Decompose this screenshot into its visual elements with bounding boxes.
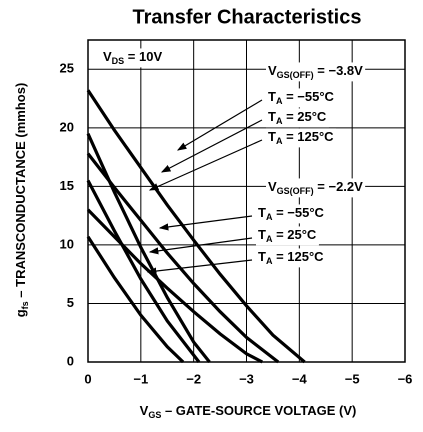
annotation: VGS(OFF) = −2.2V [268, 179, 363, 196]
y-tick-label: 5 [67, 295, 74, 310]
label-sub: A [266, 234, 273, 244]
label-main: T [268, 89, 276, 104]
label-main: T [258, 249, 266, 264]
label-background [256, 204, 327, 224]
label-sub: A [266, 256, 273, 266]
label-sub: A [266, 212, 273, 222]
x-tick-label: −5 [345, 371, 360, 386]
label-main: V [103, 49, 112, 64]
annotation: TA = −55°C [268, 89, 335, 106]
label-rest: = −55°C [272, 205, 324, 220]
series-line [86, 179, 201, 363]
series-line [86, 235, 185, 364]
label-main: T [258, 227, 266, 242]
label-background [266, 62, 366, 82]
annotation: VDS = 10V [103, 49, 162, 66]
x-tick-label: −1 [133, 371, 148, 386]
label-main: T [258, 205, 266, 220]
label-rest: = −55°C [282, 89, 334, 104]
series-line [86, 152, 280, 364]
x-tick-label: −6 [398, 371, 413, 386]
label-sub: GS(OFF) [277, 186, 314, 196]
label-sub: GS [148, 410, 161, 420]
annotation: TA = 25°C [268, 109, 327, 126]
label-sub: A [276, 96, 283, 106]
label-main: T [268, 109, 276, 124]
label-rest: = 10V [124, 49, 162, 64]
annotation: TA = −55°C [258, 205, 325, 222]
label-sub: A [276, 136, 283, 146]
annotation: TA = 125°C [268, 129, 334, 146]
series-line [86, 89, 306, 364]
chart-title: Transfer Characteristics [132, 6, 361, 28]
label-sub: fs [20, 301, 30, 309]
label-rest: – TRANSCONDUCTANCE (mmhos) [13, 83, 28, 302]
x-tick-label: 0 [84, 371, 91, 386]
label-background [266, 178, 366, 198]
y-tick-label: 10 [60, 236, 74, 251]
label-rest: = −2.2V [314, 179, 363, 194]
y-tick-label: 15 [60, 178, 74, 193]
label-rest: = 25°C [272, 227, 316, 242]
annotation: TA = 125°C [258, 249, 324, 266]
y-tick-label: 20 [60, 119, 74, 134]
series-line [86, 133, 211, 363]
y-axis-label: gfs – TRANSCONDUCTANCE (mmhos) [13, 83, 30, 318]
label-background [256, 248, 327, 268]
label-sub: A [276, 116, 283, 126]
label-background [266, 108, 329, 128]
label-rest: = 125°C [282, 129, 334, 144]
label-background [266, 128, 337, 148]
label-sub: GS(OFF) [277, 70, 314, 80]
label-main: V [140, 403, 149, 418]
label-background [266, 88, 337, 108]
label-sub: DS [112, 56, 125, 66]
label-main: g [13, 309, 28, 317]
label-main: V [268, 179, 277, 194]
label-rest: – GATE-SOURCE VOLTAGE (V) [161, 403, 356, 418]
x-axis-label: VGS – GATE-SOURCE VOLTAGE (V) [140, 403, 357, 420]
label-rest: = 25°C [282, 109, 326, 124]
label-rest: = 125°C [272, 249, 324, 264]
label-main: T [268, 129, 276, 144]
y-tick-label: 0 [67, 353, 74, 368]
label-background [101, 48, 165, 68]
x-tick-label: −2 [186, 371, 201, 386]
y-tick-label: 25 [60, 61, 74, 76]
label-background [256, 226, 319, 246]
annotation: VGS(OFF) = −3.8V [268, 63, 363, 80]
label-rest: = −3.8V [314, 63, 363, 78]
x-tick-label: −4 [292, 371, 308, 386]
annotation: TA = 25°C [258, 227, 317, 244]
label-main: V [268, 63, 277, 78]
x-tick-label: −3 [239, 371, 254, 386]
